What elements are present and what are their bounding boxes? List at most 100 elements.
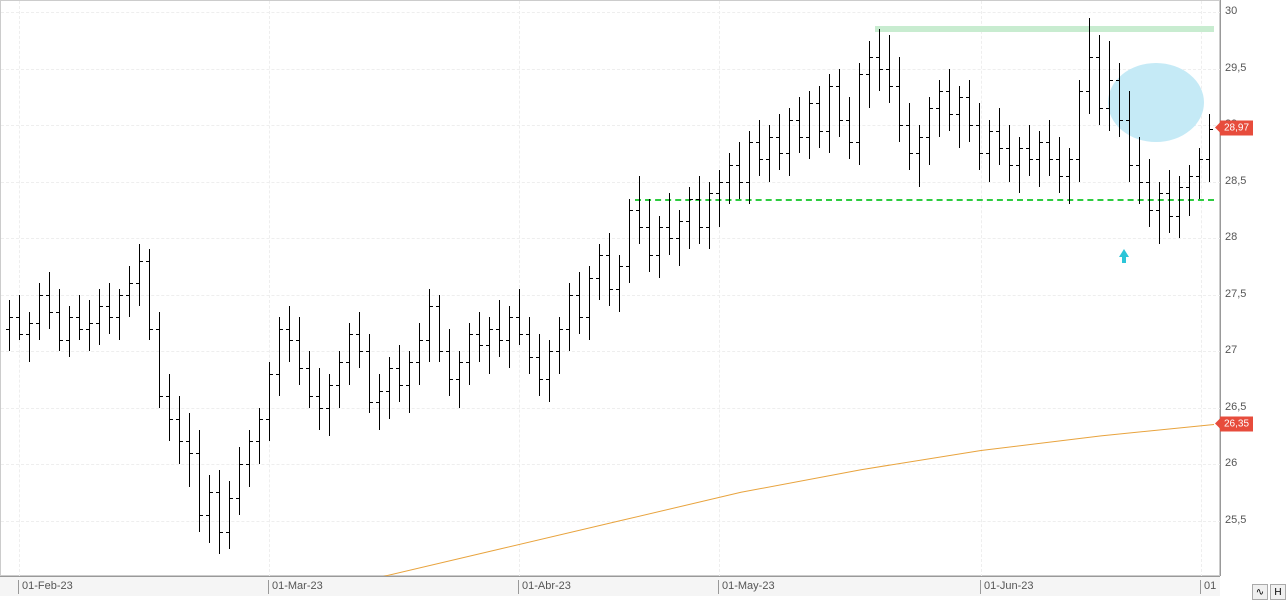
ohlc-open-tick <box>686 221 689 222</box>
y-gridline <box>1 12 1221 13</box>
ohlc-bar <box>879 29 880 91</box>
ohlc-close-tick <box>1170 216 1173 217</box>
x-gridline <box>19 1 20 577</box>
y-gridline <box>1 238 1221 239</box>
ohlc-close-tick <box>280 329 283 330</box>
ohlc-bar <box>579 272 580 334</box>
ohlc-open-tick <box>426 340 429 341</box>
ohlc-open-tick <box>956 114 959 115</box>
ohlc-open-tick <box>256 441 259 442</box>
arrow-up-icon[interactable] <box>1119 249 1129 257</box>
ohlc-bar <box>459 351 460 407</box>
ohlc-open-tick <box>96 323 99 324</box>
ohlc-open-tick <box>446 351 449 352</box>
price-badge: 26,35 <box>1220 416 1253 431</box>
ohlc-open-tick <box>1036 159 1039 160</box>
ohlc-open-tick <box>116 317 119 318</box>
y-gridline <box>1 408 1221 409</box>
ohlc-open-tick <box>316 396 319 397</box>
ohlc-close-tick <box>550 351 553 352</box>
y-tick-label: 26,5 <box>1225 401 1246 413</box>
y-gridline <box>1 182 1221 183</box>
ohlc-close-tick <box>730 165 733 166</box>
ohlc-open-tick <box>516 317 519 318</box>
ohlc-open-tick <box>1056 159 1059 160</box>
ohlc-bar <box>799 97 800 153</box>
ohlc-open-tick <box>1186 187 1189 188</box>
ohlc-open-tick <box>596 278 599 279</box>
ohlc-bar <box>1089 18 1090 114</box>
ohlc-bar <box>609 233 610 306</box>
ohlc-close-tick <box>30 323 33 324</box>
ohlc-close-tick <box>330 385 333 386</box>
ohlc-open-tick <box>476 334 479 335</box>
ohlc-bar <box>1069 148 1070 204</box>
toolbar-h-button[interactable]: H <box>1270 584 1286 600</box>
ohlc-close-tick <box>1020 148 1023 149</box>
ohlc-bar <box>969 80 970 142</box>
ohlc-bar <box>229 481 230 549</box>
ohlc-bar <box>409 351 410 413</box>
ohlc-close-tick <box>560 329 563 330</box>
support-line[interactable] <box>635 199 1214 201</box>
ohlc-bar <box>319 368 320 430</box>
ohlc-open-tick <box>626 266 629 267</box>
ohlc-open-tick <box>176 419 179 420</box>
ohlc-close-tick <box>900 125 903 126</box>
ohlc-bar <box>309 351 310 407</box>
y-tick-label: 26 <box>1225 457 1237 469</box>
ohlc-bar <box>19 295 20 340</box>
ohlc-close-tick <box>860 74 863 75</box>
ohlc-open-tick <box>716 193 719 194</box>
y-gridline <box>1 69 1221 70</box>
highlight-oval <box>1108 63 1204 142</box>
ohlc-open-tick <box>416 362 419 363</box>
ohlc-close-tick <box>130 283 133 284</box>
ohlc-open-tick <box>756 142 759 143</box>
ohlc-bar <box>759 120 760 176</box>
y-tick-label: 29,5 <box>1225 62 1246 74</box>
toolbar-indicator-button[interactable]: ∿ <box>1252 584 1268 600</box>
ohlc-open-tick <box>236 498 239 499</box>
ohlc-bar <box>709 182 710 250</box>
plot-area[interactable] <box>0 0 1220 576</box>
ohlc-bar <box>259 408 260 464</box>
ohlc-bar <box>659 216 660 278</box>
ohlc-bar <box>779 114 780 170</box>
ohlc-open-tick <box>26 334 29 335</box>
ohlc-close-tick <box>160 396 163 397</box>
ohlc-open-tick <box>436 306 439 307</box>
ohlc-open-tick <box>526 334 529 335</box>
ohlc-bar <box>629 199 630 284</box>
ohlc-bar <box>1109 41 1110 131</box>
ohlc-close-tick <box>150 329 153 330</box>
ohlc-open-tick <box>976 125 979 126</box>
ohlc-open-tick <box>666 227 669 228</box>
x-gridline <box>719 1 720 577</box>
ohlc-bar <box>729 153 730 204</box>
ohlc-open-tick <box>336 385 339 386</box>
ohlc-bar <box>509 306 510 368</box>
ohlc-close-tick <box>750 142 753 143</box>
ohlc-bar <box>939 80 940 136</box>
ohlc-close-tick <box>540 379 543 380</box>
ohlc-open-tick <box>816 103 819 104</box>
ohlc-open-tick <box>6 329 9 330</box>
ohlc-open-tick <box>786 153 789 154</box>
ohlc-bar <box>299 317 300 385</box>
ohlc-bar <box>989 120 990 182</box>
ohlc-close-tick <box>770 137 773 138</box>
ohlc-open-tick <box>576 295 579 296</box>
ohlc-bar <box>739 142 740 198</box>
ohlc-bar <box>189 413 190 486</box>
ohlc-bar <box>1049 120 1050 176</box>
ohlc-close-tick <box>250 441 253 442</box>
ohlc-close-tick <box>500 340 503 341</box>
resistance-line[interactable] <box>875 26 1214 32</box>
ohlc-close-tick <box>490 329 493 330</box>
ohlc-close-tick <box>670 238 673 239</box>
ohlc-close-tick <box>930 108 933 109</box>
ohlc-bar <box>1019 137 1020 193</box>
ohlc-open-tick <box>166 396 169 397</box>
ohlc-close-tick <box>410 362 413 363</box>
